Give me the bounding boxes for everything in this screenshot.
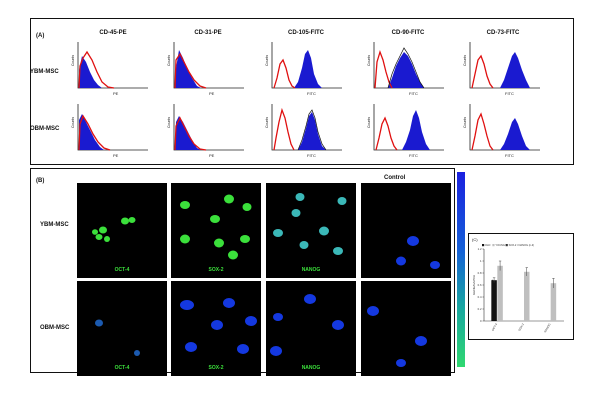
histogram-obm-cd105: FITC Counts bbox=[264, 100, 346, 162]
svg-text:Counts: Counts bbox=[367, 55, 371, 66]
bar-old-oct-4 bbox=[491, 280, 497, 321]
x-tick-label: NANOG bbox=[543, 323, 552, 334]
histogram-ybm-cd45: PE Counts bbox=[70, 38, 152, 100]
x-tick-labels: OCT-4 SOX-2 NANOG bbox=[491, 322, 552, 333]
svg-text:FITC: FITC bbox=[307, 153, 316, 158]
svg-text:FITC: FITC bbox=[409, 91, 418, 96]
panel-c-label: (C) bbox=[472, 237, 478, 242]
tile-label-nanog: NANOG bbox=[301, 267, 321, 273]
micrograph-ybm-sox2: SOX-2 bbox=[171, 183, 261, 278]
panel-c-frame bbox=[468, 233, 574, 340]
svg-text:Counts: Counts bbox=[463, 55, 467, 66]
x-tick-label: SOX-2 bbox=[517, 322, 525, 332]
panel-a-frame bbox=[30, 18, 574, 165]
col-head-cd45: CD-45-PE bbox=[99, 30, 127, 36]
tile-label-oct4: OCT-4 bbox=[114, 267, 130, 273]
svg-text:Counts: Counts bbox=[167, 117, 171, 128]
histogram-ybm-cd105: FITC Counts bbox=[264, 38, 346, 100]
legend-swatch bbox=[482, 244, 485, 247]
color-scale-bar bbox=[457, 172, 465, 367]
histogram-ybm-cd73: FITC Counts bbox=[462, 38, 544, 100]
bar-young-nanog bbox=[550, 283, 557, 321]
histogram-ybm-cd90: FITC Counts bbox=[366, 38, 448, 100]
svg-text:PE: PE bbox=[209, 91, 215, 96]
row-label-obm-a: OBM-MSC bbox=[30, 126, 60, 132]
svg-text:FITC: FITC bbox=[307, 91, 316, 96]
y-tick-label: 0.2 bbox=[478, 307, 482, 311]
bar-young-oct-4 bbox=[497, 265, 503, 321]
micrograph-obm-control bbox=[361, 281, 451, 376]
col-head-cd105: CD-105-FITC bbox=[287, 30, 324, 36]
y-axis-label: GENE/GAPDH bbox=[472, 275, 476, 295]
legend-swatch bbox=[505, 244, 508, 247]
y-tick-label: 0.4 bbox=[478, 295, 482, 299]
y-tick-label: 0.8 bbox=[478, 271, 482, 275]
micrograph-obm-sox2: SOX-2 bbox=[171, 281, 261, 376]
row-label-obm-b: OBM-MSC bbox=[40, 325, 70, 331]
svg-text:Counts: Counts bbox=[463, 117, 467, 128]
svg-text:FITC: FITC bbox=[409, 153, 418, 158]
svg-text:Counts: Counts bbox=[265, 117, 269, 128]
svg-text:PE: PE bbox=[113, 91, 119, 96]
y-ticks: 0 0.2 0.4 0.6 0.8 1 1.2 bbox=[478, 247, 484, 323]
legend-entry: OLD bbox=[485, 243, 490, 247]
col-head-cd31: CD-31-PE bbox=[194, 30, 222, 36]
bars: * bbox=[491, 260, 557, 321]
svg-text:Counts: Counts bbox=[167, 55, 171, 66]
histogram-obm-cd45: PE Counts bbox=[70, 100, 152, 162]
col-head-cd90: CD-90-FITC bbox=[391, 30, 425, 36]
histogram-obm-cd73: FITC Counts bbox=[462, 100, 544, 162]
tile-label-oct4-obm: OCT-4 bbox=[114, 365, 130, 371]
micrograph-obm-nanog: NANOG bbox=[266, 281, 356, 376]
micrograph-obm-oct4: OCT-4 bbox=[77, 281, 167, 376]
histogram-obm-cd90: FITC Counts bbox=[366, 100, 448, 162]
micrograph-ybm-control bbox=[361, 183, 451, 278]
legend: OLD YOUNG SOX-2 / NANOG (n.d) bbox=[482, 243, 534, 247]
legend-entry: SOX-2 / NANOG (n.d) bbox=[509, 243, 535, 247]
histogram-ybm-cd31: PE Counts bbox=[166, 38, 248, 100]
micrograph-ybm-oct4: OCT-4 bbox=[77, 183, 167, 278]
x-tick-label: OCT-4 bbox=[491, 322, 499, 332]
svg-text:Counts: Counts bbox=[71, 55, 75, 66]
tile-label-sox2-obm: SOX-2 bbox=[208, 365, 224, 371]
control-label: Control bbox=[384, 175, 406, 181]
svg-text:PE: PE bbox=[209, 153, 215, 158]
svg-text:Counts: Counts bbox=[265, 55, 269, 66]
panel-a-label: (A) bbox=[36, 33, 45, 39]
legend-entry: YOUNG bbox=[495, 243, 505, 247]
y-tick-label: 0.6 bbox=[478, 283, 482, 287]
panel-c-chart: (C) OLD YOUNG SOX-2 / NANOG (n.d) 00.20.40… bbox=[472, 237, 564, 333]
y-tick-label: 1 bbox=[480, 259, 482, 263]
y-tick-label: 0 bbox=[480, 319, 482, 323]
col-head-cd73: CD-73-FITC bbox=[486, 30, 520, 36]
significance-marker: * bbox=[492, 278, 494, 283]
tile-label-sox2: SOX-2 bbox=[208, 267, 224, 273]
bar-young-sox-2 bbox=[524, 271, 530, 321]
histogram-obm-cd31: PE Counts bbox=[166, 100, 248, 162]
svg-text:FITC: FITC bbox=[505, 153, 514, 158]
panel-b-label: (B) bbox=[36, 178, 45, 184]
y-tick-label: 1.2 bbox=[478, 247, 482, 251]
svg-text:PE: PE bbox=[113, 153, 119, 158]
svg-text:FITC: FITC bbox=[505, 91, 514, 96]
svg-text:Counts: Counts bbox=[71, 117, 75, 128]
svg-text:Counts: Counts bbox=[367, 117, 371, 128]
row-label-ybm-b: YBM-MSC bbox=[40, 222, 69, 228]
legend-swatch bbox=[492, 244, 495, 247]
tile-label-nanog-obm: NANOG bbox=[301, 365, 321, 371]
row-label-ybm-a: YBM-MSC bbox=[30, 69, 59, 75]
micrograph-ybm-nanog: NANOG bbox=[266, 183, 356, 278]
